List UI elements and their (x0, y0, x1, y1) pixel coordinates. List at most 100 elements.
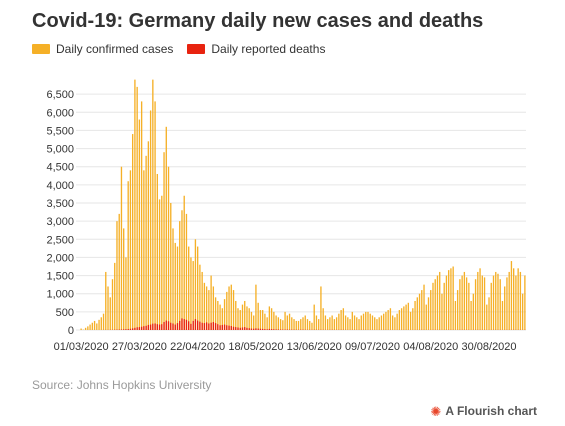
flourish-credit[interactable]: ✺ A Flourish chart (431, 404, 537, 418)
deaths-bar (275, 329, 277, 330)
x-tick-label: 01/03/2020 (54, 341, 109, 353)
cases-bar (214, 297, 217, 330)
cases-bar (506, 277, 508, 330)
x-tick-label: 09/07/2020 (345, 341, 400, 353)
cases-bar (277, 317, 280, 330)
cases-bar (205, 286, 208, 330)
cases-bars (80, 79, 526, 331)
cases-bar (432, 282, 434, 330)
cases-bar (140, 101, 143, 331)
cases-bar (347, 317, 349, 330)
deaths-bar (131, 328, 134, 330)
cases-bar (309, 320, 311, 330)
y-tick-label: 1,000 (46, 289, 74, 301)
cases-bar (208, 290, 210, 330)
deaths-bar (183, 319, 185, 330)
cases-bar (456, 290, 459, 330)
cases-bar (344, 315, 347, 330)
cases-bar (147, 141, 150, 330)
cases-bar (261, 310, 264, 330)
cases-bar (284, 311, 286, 330)
cases-bar (120, 166, 123, 330)
cases-bar (185, 213, 188, 330)
deaths-bar (147, 324, 150, 330)
deaths-bar (232, 326, 235, 330)
deaths-bar (156, 324, 158, 330)
deaths-bar (181, 318, 183, 330)
x-tick-label: 18/05/2020 (228, 341, 283, 353)
cases-bar (486, 304, 488, 330)
cases-bar (250, 311, 253, 330)
deaths-bar (174, 324, 176, 330)
cases-bar (109, 297, 111, 330)
deaths-bar (257, 328, 259, 330)
deaths-bar (261, 328, 264, 330)
cases-bar (349, 319, 351, 330)
cases-bar (405, 304, 407, 330)
cases-bar (461, 275, 463, 330)
cases-bar (293, 319, 295, 330)
deaths-bar (134, 327, 136, 330)
deaths-bar (125, 329, 127, 330)
cases-bar (203, 282, 206, 330)
deaths-bar (248, 328, 250, 330)
y-tick-label: 5,500 (46, 125, 74, 137)
cases-bar (183, 195, 185, 330)
cases-bar (439, 271, 441, 330)
deaths-bar (205, 322, 208, 330)
cases-bar (521, 293, 524, 330)
cases-bar (508, 271, 510, 330)
cases-bar (286, 315, 288, 330)
legend-item-cases[interactable]: Daily confirmed cases (32, 42, 173, 56)
deaths-bar (143, 326, 145, 330)
cases-bar (156, 173, 158, 330)
cases-bar (297, 320, 300, 330)
cases-bar (273, 311, 275, 330)
flourish-logo-icon: ✺ (430, 403, 442, 419)
deaths-bar (176, 323, 179, 330)
cases-bar (179, 221, 181, 330)
cases-bar (391, 315, 394, 330)
cases-bar (199, 264, 201, 330)
legend-item-deaths[interactable]: Daily reported deaths (187, 42, 325, 56)
cases-bar (300, 319, 302, 330)
cases-bar (288, 313, 291, 330)
cases-bar (268, 306, 271, 330)
cases-bar (181, 210, 183, 330)
cases-bar (165, 126, 167, 330)
cases-bar (253, 315, 255, 330)
cases-bar (304, 315, 306, 330)
cases-bar (154, 101, 156, 331)
deaths-bar (273, 329, 275, 330)
deaths-bar (266, 329, 268, 330)
cases-bar (477, 271, 479, 330)
cases-bar (318, 319, 320, 330)
cases-bar (127, 181, 129, 330)
cases-bar (302, 317, 304, 330)
cases-bar (264, 313, 266, 330)
cases-bar (501, 300, 504, 330)
cases-bar (335, 317, 338, 330)
cases-bar (291, 317, 293, 330)
cases-bar (138, 119, 141, 330)
cases-bar (116, 221, 118, 330)
cases-bar (490, 282, 492, 330)
deaths-bar (255, 328, 257, 330)
cases-bar (145, 155, 147, 330)
cases-bar (463, 271, 466, 330)
deaths-bar (179, 320, 181, 330)
cases-bar (192, 261, 194, 330)
cases-bar (91, 322, 93, 330)
cases-bar (324, 315, 327, 330)
cases-bar (118, 213, 120, 330)
cases-bar (342, 308, 345, 330)
deaths-bar (235, 327, 237, 330)
cases-bar (389, 308, 392, 330)
cases-bar (131, 134, 134, 330)
cases-bar (244, 300, 246, 330)
cases-bar (111, 279, 114, 330)
cases-bar (170, 203, 172, 330)
cases-bar (201, 271, 203, 330)
cases-bar (232, 290, 235, 330)
cases-bar (123, 228, 125, 330)
